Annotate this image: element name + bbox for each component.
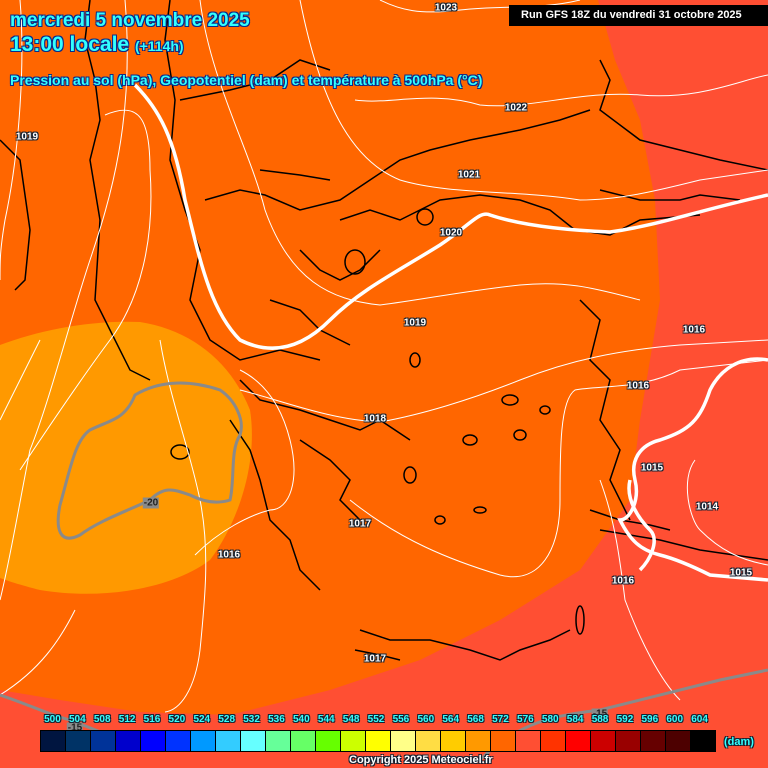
isobar-label: 1021 [457,169,481,181]
coastlines-borders [0,0,768,661]
legend-label: 532 [243,714,260,725]
legend-swatch [141,731,166,751]
legend-label: 560 [417,714,435,725]
isobar-label: 1015 [729,567,753,579]
geopotential-zone-564-568 [0,321,252,594]
isobar-label: 1017 [348,518,372,530]
legend-label: 564 [442,714,460,725]
legend-label: 556 [392,714,410,725]
legend-swatch [291,731,316,751]
forecast-date: mercredi 5 novembre 2025 [10,10,250,31]
isobar-label: 1016 [682,324,706,336]
isobar-label: 1020 [439,227,463,239]
legend-labels: 500 504 508 512 516 520 524 528 532 536 540 544 548 5… [40,714,712,728]
isobar-label: 1019 [403,317,427,329]
legend-label: 576 [517,714,534,725]
legend-swatch [691,731,715,751]
legend-label: 592 [616,714,634,725]
isobar-label: 1019 [15,131,39,143]
legend-swatch [366,731,391,751]
legend-swatch [516,731,541,751]
legend-swatch [41,731,66,751]
legend-swatch [566,731,591,751]
forecast-local-time: 13:00 locale [10,33,130,56]
islands [170,208,585,635]
forecast-time: 13:00 locale (+114h) [10,33,184,57]
legend-swatch [591,731,616,751]
legend-label: 580 [541,714,559,725]
legend-swatch [466,731,491,751]
legend-label: 516 [143,714,161,725]
legend-label: 552 [367,714,385,725]
legend-label: 508 [93,714,111,725]
legend-label: 568 [467,714,484,725]
legend-swatch [616,731,641,751]
isobar-label: 1022 [504,102,528,114]
legend-swatch [416,731,441,751]
isobar-label: 1014 [695,501,719,513]
legend-swatch [66,731,91,751]
legend-swatch [266,731,291,751]
legend-color-bar [40,730,716,752]
legend-label: 604 [691,714,708,725]
legend-swatch [491,731,516,751]
legend-label: 600 [666,714,684,725]
legend-label: 528 [218,714,236,725]
isobar-label: 1016 [217,549,241,561]
chart-description: Pression au sol (hPa), Geopotentiel (dam… [10,72,483,88]
legend-swatch [441,731,466,751]
legend-swatch [166,731,191,751]
legend-label: 512 [118,714,136,725]
isotherm-label: -15 [591,708,609,720]
copyright: Copyright 2025 Meteociel.fr [349,754,493,766]
legend-label: 544 [317,714,335,725]
legend-label: 596 [641,714,659,725]
isobar-label: 1017 [363,653,387,665]
legend-label: 524 [193,714,211,725]
isotherm-label: -20 [142,497,160,509]
forecast-lead-time: (+114h) [134,38,184,54]
legend-label: 536 [268,714,285,725]
isobar-label: 1023 [434,2,458,14]
isobar-label: 1018 [363,413,387,425]
legend-swatch [541,731,566,751]
run-info-box: Run GFS 18Z du vendredi 31 octobre 2025 [509,5,768,26]
legend-label: 540 [293,714,310,725]
legend-swatch [241,731,266,751]
legend-label: 572 [492,714,509,725]
legend-label: 520 [168,714,186,725]
legend-label: 588 [591,714,609,725]
isobars-thick [133,83,768,582]
isobars-thin [0,0,768,713]
legend-swatch [316,731,341,751]
legend-label: 504 [68,714,86,725]
legend-swatch [341,731,366,751]
isotherm-label: -15 [66,722,84,734]
isotherm-minus20 [56,381,243,540]
legend-swatch [391,731,416,751]
isobar-label: 1016 [626,380,650,392]
legend-label: 584 [566,714,584,725]
legend-unit: (dam) [724,736,754,748]
isobar-label: 1015 [640,462,664,474]
legend-swatch [91,731,116,751]
legend-swatch [666,731,691,751]
legend-swatch [216,731,241,751]
legend-swatch [191,731,216,751]
legend-label: 548 [342,714,360,725]
legend-label: 500 [44,714,61,725]
legend-swatch [641,731,666,751]
legend-swatch [116,731,141,751]
isobar-label: 1016 [611,575,635,587]
